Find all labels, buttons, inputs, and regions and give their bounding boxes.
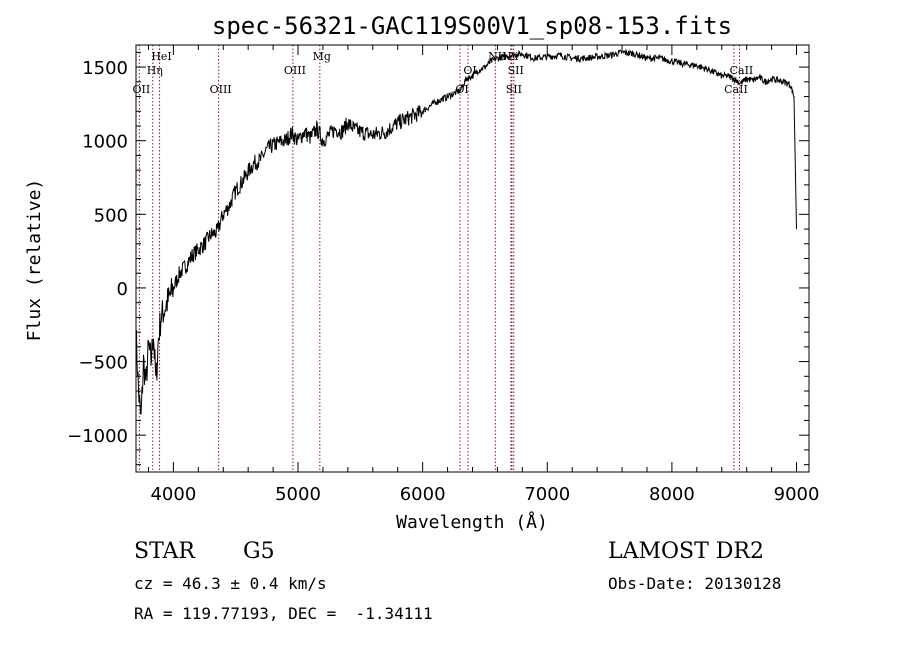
obs-date: Obs-Date: 20130128: [608, 574, 782, 593]
line-marker-label: OIII: [210, 83, 232, 96]
spectrum-chart: spec-56321-GAC119S00V1_sp08-153.fits OII…: [24, 12, 820, 533]
x-tick-label: 4000: [150, 484, 196, 505]
y-tick-label: −500: [79, 353, 128, 374]
plot-frame: [135, 44, 810, 473]
chart-plot-area: OIIHηHeIOIIIOIIIMgOIOINIISIISIILiCaIICaI…: [67, 44, 820, 505]
line-marker-label: Mg: [313, 50, 331, 63]
x-axis-label: Wavelength (Å): [396, 511, 548, 533]
chart-title: spec-56321-GAC119S00V1_sp08-153.fits: [212, 12, 732, 40]
line-marker-label: OI: [463, 64, 476, 77]
x-tick-label: 5000: [275, 484, 321, 505]
redshift-cz: cz = 46.3 ± 0.4 km/s: [134, 574, 327, 593]
y-tick-label: −1000: [67, 426, 128, 447]
spectrum-line: [135, 48, 797, 415]
x-tick-label: 8000: [649, 484, 695, 505]
survey-name: LAMOST DR2: [608, 539, 764, 564]
y-tick-label: 0: [117, 279, 128, 300]
line-marker-label: OIII: [284, 64, 306, 77]
y-tick-label: 500: [94, 205, 128, 226]
x-tick-label: 6000: [400, 484, 446, 505]
line-marker-label: OII: [133, 83, 151, 96]
ra-dec: RA = 119.77193, DEC = -1.34111: [134, 604, 433, 623]
line-marker-label: CaII: [730, 64, 754, 77]
y-tick-label: 1000: [82, 132, 128, 153]
line-marker-label: HeI: [151, 50, 171, 63]
y-tick-label: 1500: [82, 58, 128, 79]
line-marker-label: SII: [508, 64, 524, 77]
line-marker-label: CaII: [724, 83, 748, 96]
y-axis-label: Flux (relative): [24, 179, 45, 342]
x-tick-label: 7000: [524, 484, 570, 505]
x-tick-label: 9000: [774, 484, 820, 505]
line-marker-label: Hη: [147, 64, 163, 77]
object-class: STAR: [134, 539, 195, 564]
object-subclass: G5: [243, 539, 275, 564]
line-marker-label: SII: [506, 83, 522, 96]
